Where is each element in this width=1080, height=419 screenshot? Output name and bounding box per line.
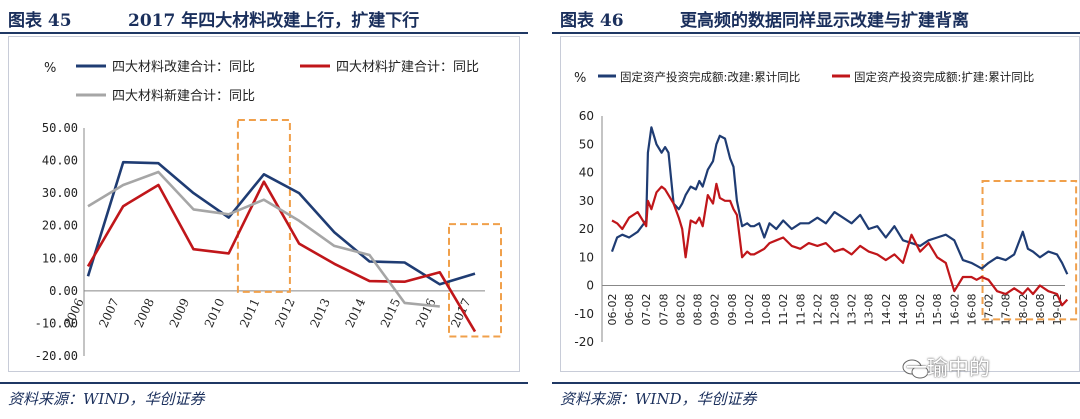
- left-x-tick-label: 2011: [237, 296, 263, 330]
- right-x-tick-label: 17-02: [983, 294, 996, 326]
- right-chart: % 60 50 40 30 20 10 0 -10 -20 06-02 06-08 07-02 07-08…: [574, 70, 1078, 349]
- left-x-tick-label: 2016: [413, 296, 439, 330]
- left-series-line-3: [87, 170, 440, 308]
- left-x-tick-label: 2010: [202, 296, 228, 330]
- right-highlight-box: [981, 179, 1078, 321]
- left-x-tick-label: 2015: [378, 296, 404, 330]
- left-x-tick-label: 2013: [307, 296, 333, 330]
- right-figure-title: 图表 46 更高频的数据同样显示改建与扩建背离: [560, 6, 969, 31]
- right-x-tick-label: 12-02: [811, 294, 824, 326]
- right-x-tick-label: 17-08: [1000, 294, 1013, 326]
- left-x-tick-label: 2008: [131, 296, 157, 330]
- right-legend-label: 固定资产投资完成额:改建:累计同比: [620, 70, 800, 84]
- right-x-tick-label: 13-02: [846, 294, 859, 326]
- left-highlight-box: [236, 119, 291, 293]
- right-series-line-1: [610, 126, 1069, 275]
- right-x-tick-label: 09-08: [726, 294, 739, 326]
- left-y-tick-label: 0.00: [49, 284, 78, 298]
- right-x-tick-label: 07-02: [640, 294, 653, 326]
- right-x-tick-label: 08-08: [692, 294, 705, 326]
- wechat-icon: [902, 359, 929, 379]
- right-x-tick-label: 16-02: [948, 294, 961, 326]
- left-y-tick-label: 20.00: [42, 219, 78, 233]
- right-x-tick-label: 09-02: [709, 294, 722, 326]
- left-x-tick-label: 2012: [272, 296, 298, 330]
- right-x-tick-label: 10-08: [760, 294, 773, 326]
- right-x-tick-label: 15-08: [931, 294, 944, 326]
- right-x-tick-label: 11-02: [777, 294, 790, 326]
- left-chart: % 50.00 40.00 30.00 20.00 10.00 0.00 -10.00 -20.…: [35, 60, 502, 363]
- right-x-tick-label: 18-02: [1017, 294, 1030, 326]
- right-y-tick-label: 60: [579, 109, 594, 123]
- left-y-unit: %: [44, 61, 56, 76]
- right-x-tick-label: 06-02: [606, 294, 619, 326]
- left-legend-label: 四大材料新建合计：同比: [112, 88, 255, 104]
- left-legend-label: 四大材料改建合计：同比: [112, 60, 255, 75]
- right-x-tick-label: 07-08: [657, 294, 670, 326]
- right-y-tick-label: -20: [574, 335, 594, 349]
- right-x-tick-label: 11-08: [794, 294, 807, 326]
- right-x-tick-label: 10-02: [743, 294, 756, 326]
- right-y-tick-label: 20: [579, 222, 594, 236]
- left-figure: 图表 45 2017 年四大材料改建上行，扩建下行 % 50.00 40.00 30.0…: [0, 0, 528, 419]
- right-y-tick-label: -10: [574, 307, 594, 321]
- right-y-tick-label: 30: [579, 194, 594, 208]
- left-y-tick-label: 30.00: [42, 186, 78, 200]
- right-figure-number: 图表 46: [560, 11, 624, 31]
- left-y-tick-label: -20.00: [35, 349, 78, 363]
- left-title-rule: [0, 32, 528, 34]
- right-y-tick-label: 50: [579, 137, 594, 151]
- left-series-line-2: [86, 180, 477, 333]
- right-x-tick-label: 12-08: [829, 294, 842, 326]
- right-x-tick-label: 19-02: [1051, 294, 1064, 326]
- right-title-rule: [552, 32, 1080, 34]
- right-y-unit: %: [574, 71, 586, 86]
- left-figure-caption: 2017 年四大材料改建上行，扩建下行: [128, 11, 420, 31]
- right-x-tick-label: 16-08: [965, 294, 978, 326]
- right-x-tick-label: 08-02: [674, 294, 687, 326]
- left-y-tick-label: 50.00: [42, 121, 78, 135]
- right-figure: 图表 46 更高频的数据同样显示改建与扩建背离 % 60 50 40 30 20 10 0 -10…: [552, 0, 1080, 419]
- right-source-note: 资料来源：WIND，华创证券: [560, 390, 757, 408]
- right-x-tick-label: 14-02: [880, 294, 893, 326]
- right-x-tick-label: 14-08: [897, 294, 910, 326]
- right-y-tick-label: 0: [586, 279, 594, 293]
- right-y-tick-label: 40: [579, 166, 594, 180]
- right-bottom-rule: [552, 382, 1080, 384]
- right-x-tick-label: 06-08: [623, 294, 636, 326]
- right-x-tick-label: 13-08: [863, 294, 876, 326]
- left-chart-frame: [8, 36, 520, 372]
- right-x-tick-label: 15-02: [914, 294, 927, 326]
- left-y-tick-label: 40.00: [42, 154, 78, 168]
- watermark-text: 一瑜中的: [906, 356, 990, 380]
- left-x-tick-label: 2009: [167, 296, 193, 330]
- left-figure-number: 图表 45: [8, 11, 72, 31]
- left-bottom-rule: [0, 382, 528, 384]
- right-series-line-2: [611, 182, 1069, 307]
- left-x-tick-label: 2007: [96, 296, 122, 330]
- left-y-tick-label: 10.00: [42, 251, 78, 265]
- right-figure-caption: 更高频的数据同样显示改建与扩建背离: [680, 11, 969, 31]
- left-x-tick-label: 2014: [343, 296, 369, 330]
- left-highlight-box: [448, 223, 502, 338]
- left-y-tick-label: -10.00: [35, 316, 78, 330]
- left-source-note: 资料来源：WIND，华创证券: [8, 390, 205, 408]
- left-series-line-1: [86, 160, 476, 286]
- left-figure-title: 图表 45 2017 年四大材料改建上行，扩建下行: [8, 6, 419, 31]
- left-x-tick-label: 2006: [61, 296, 87, 330]
- left-legend-label: 四大材料扩建合计：同比: [336, 60, 479, 75]
- right-y-tick-label: 10: [579, 250, 594, 264]
- right-legend-label: 固定资产投资完成额:扩建:累计同比: [854, 70, 1034, 84]
- right-x-tick-label: 18-08: [1034, 294, 1047, 326]
